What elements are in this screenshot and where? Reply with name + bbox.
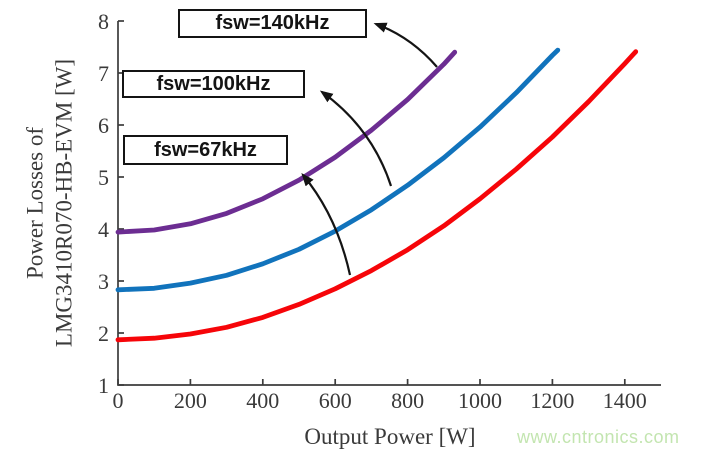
y-axis-label-line1: Power Losses of xyxy=(22,126,48,280)
x-tick-label: 0 xyxy=(113,388,124,413)
x-tick-label: 600 xyxy=(319,388,352,413)
y-tick-label: 2 xyxy=(98,321,109,346)
x-tick-label: 800 xyxy=(391,388,424,413)
series-line-fsw-100khz xyxy=(115,47,561,293)
annotation-arrow xyxy=(373,22,438,68)
y-tick-label: 1 xyxy=(98,373,109,398)
x-tick-label: 200 xyxy=(174,388,207,413)
x-tick-label: 1000 xyxy=(458,388,502,413)
y-tick-label: 7 xyxy=(98,61,109,86)
x-tick-label: 400 xyxy=(246,388,279,413)
y-axis-label-line2: LMG3410R070-HB-EVM [W] xyxy=(51,58,76,348)
y-tick-label: 8 xyxy=(98,9,109,34)
y-tick-label: 5 xyxy=(98,165,109,190)
annotation-box-fsw-100khz: fsw=100kHz xyxy=(122,70,305,98)
watermark: www.cntronics.com xyxy=(517,427,680,447)
y-tick-label: 4 xyxy=(98,217,109,242)
x-axis-label: Output Power [W] xyxy=(304,424,476,449)
y-tick-label: 3 xyxy=(98,269,109,294)
annotation-arrow xyxy=(301,172,352,276)
annotation-box-fsw-140khz: fsw=140kHz xyxy=(178,9,367,38)
series-line-fsw-67khz xyxy=(115,49,639,343)
x-tick-label: 1400 xyxy=(603,388,647,413)
y-tick-label: 6 xyxy=(98,113,109,138)
annotation-arrow xyxy=(319,90,393,187)
annotation-box-fsw-67khz: fsw=67kHz xyxy=(123,135,288,165)
y-axis-label: Power Losses of LMG3410R070-HB-EVM [W] xyxy=(21,0,79,418)
x-tick-label: 1200 xyxy=(530,388,574,413)
series-line-fsw-140khz xyxy=(115,49,458,235)
